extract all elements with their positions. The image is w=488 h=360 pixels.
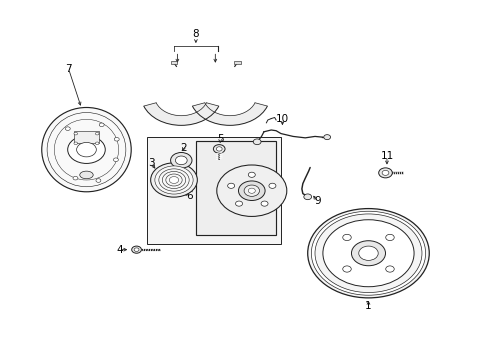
- Circle shape: [342, 234, 350, 240]
- Bar: [74, 131, 99, 143]
- Circle shape: [65, 127, 70, 130]
- Circle shape: [74, 142, 78, 145]
- Circle shape: [378, 168, 391, 178]
- Circle shape: [134, 248, 139, 251]
- Text: 10: 10: [275, 114, 288, 124]
- Text: 5: 5: [217, 134, 223, 144]
- Circle shape: [169, 176, 178, 184]
- Text: 3: 3: [147, 158, 154, 168]
- Text: 4: 4: [116, 245, 122, 255]
- Circle shape: [67, 136, 105, 163]
- Circle shape: [114, 138, 119, 141]
- Circle shape: [150, 163, 197, 197]
- Polygon shape: [143, 103, 218, 125]
- Circle shape: [385, 234, 393, 240]
- Circle shape: [358, 246, 377, 260]
- Circle shape: [113, 158, 118, 162]
- Circle shape: [323, 135, 330, 140]
- Circle shape: [253, 139, 261, 145]
- Circle shape: [311, 211, 425, 295]
- Circle shape: [268, 183, 275, 188]
- Circle shape: [303, 194, 311, 200]
- Circle shape: [314, 214, 421, 293]
- Circle shape: [155, 166, 193, 194]
- Circle shape: [213, 145, 224, 153]
- Text: 7: 7: [65, 64, 72, 73]
- Text: 11: 11: [380, 151, 393, 161]
- Circle shape: [170, 153, 192, 168]
- Circle shape: [385, 266, 393, 272]
- Circle shape: [248, 172, 255, 177]
- Text: 6: 6: [186, 191, 193, 201]
- Bar: [196, 141, 276, 235]
- Ellipse shape: [80, 171, 93, 179]
- Circle shape: [216, 147, 222, 151]
- Text: 8: 8: [192, 28, 199, 39]
- Circle shape: [74, 132, 78, 135]
- Circle shape: [216, 165, 286, 216]
- Circle shape: [342, 266, 350, 272]
- Circle shape: [162, 171, 185, 189]
- Circle shape: [95, 132, 99, 135]
- Ellipse shape: [41, 108, 131, 192]
- Circle shape: [351, 241, 385, 266]
- Circle shape: [73, 176, 78, 180]
- Circle shape: [307, 208, 428, 298]
- Circle shape: [175, 156, 187, 165]
- Bar: [170, 61, 177, 64]
- Circle shape: [159, 169, 189, 191]
- Circle shape: [238, 181, 264, 201]
- Circle shape: [248, 188, 255, 193]
- Text: 1: 1: [365, 301, 371, 311]
- Circle shape: [261, 201, 267, 206]
- Circle shape: [96, 179, 101, 182]
- Circle shape: [77, 143, 96, 157]
- Bar: [234, 61, 241, 64]
- Circle shape: [235, 201, 242, 206]
- Circle shape: [322, 220, 413, 287]
- Text: 2: 2: [180, 143, 186, 153]
- Circle shape: [95, 142, 99, 145]
- Circle shape: [99, 123, 104, 127]
- Circle shape: [165, 174, 182, 186]
- Circle shape: [244, 185, 259, 196]
- Circle shape: [227, 183, 234, 188]
- Circle shape: [381, 170, 388, 175]
- Polygon shape: [192, 103, 267, 125]
- Bar: [147, 137, 281, 244]
- Circle shape: [131, 246, 141, 253]
- Text: 9: 9: [313, 197, 320, 206]
